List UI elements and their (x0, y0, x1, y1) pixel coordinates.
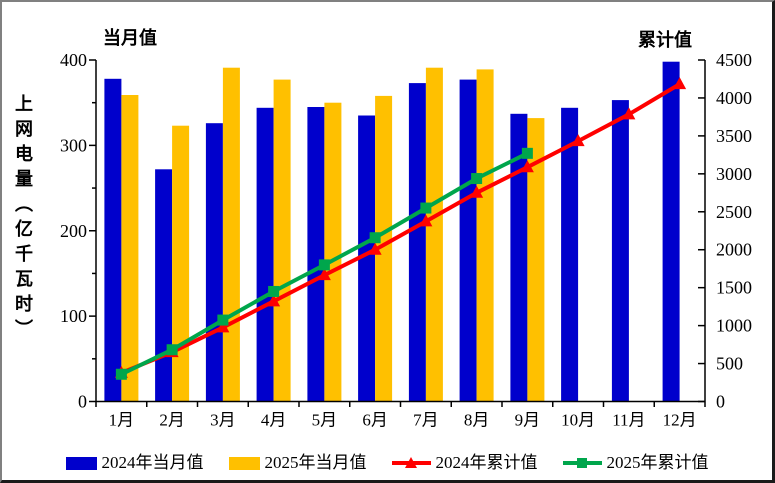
marker-2024年累计值-11月 (622, 107, 636, 120)
tick-label: 9月 (515, 411, 541, 430)
tick-label: 12月 (663, 411, 697, 430)
square-marker-icon (576, 458, 587, 468)
bars-2025年当月值 (121, 67, 545, 402)
bar-2024年当月值-7月 (408, 83, 426, 402)
line-path-2024年累计值 (120, 82, 681, 375)
marker-2025年累计值-3月 (217, 314, 229, 326)
right-axis-title: 累计值 (638, 30, 692, 50)
right-axis: 0 500 1000 1500 2000 2500 3000 3500 4000 4500 (698, 50, 752, 412)
marker-2025年累计值-4月 (268, 285, 280, 297)
marker-2024年累计值-6月 (368, 242, 382, 255)
bar-2025年当月值-8月 (476, 69, 494, 402)
tick-label: 3月 (210, 411, 236, 430)
left-axis-title: 当月值 (103, 28, 157, 48)
bar-2024年当月值-9月 (510, 113, 528, 402)
marker-2024年累计值-5月 (317, 268, 331, 281)
marker-2024年累计值-7月 (419, 214, 433, 227)
tick-label: 100 (60, 306, 87, 326)
bar-2024年当月值-10月 (561, 107, 579, 402)
tick-label: 7月 (413, 411, 439, 430)
bar-2024年当月值-8月 (459, 79, 477, 402)
tick-label: 4000 (716, 88, 752, 108)
tick-label: 400 (60, 50, 87, 70)
tick-label: 3000 (716, 164, 752, 184)
line-2025年累计值 (115, 147, 533, 380)
triangle-marker-icon (404, 457, 417, 468)
bar-2024年当月值-6月 (358, 115, 376, 402)
legend-label: 2025年当月值 (264, 453, 367, 472)
bar-2025年当月值-5月 (324, 102, 342, 402)
legend-label: 2025年累计值 (606, 453, 709, 472)
legend-marker-2025-cumulative-line (562, 456, 602, 470)
legend-swatch-2025-monthly-bar (228, 456, 260, 470)
marker-2025年累计值-2月 (166, 344, 178, 356)
marker-2024年累计值-3月 (216, 320, 230, 333)
left-axis: 0 100 200 300 400 (60, 50, 96, 412)
bar-2024年当月值-5月 (307, 107, 325, 402)
x-axis: 1月 2月 3月 4月 5月 6月 7月 8月 9月 10月 11月 12月 (95, 401, 706, 430)
marker-2024年累计值-10月 (571, 134, 585, 147)
bar-2025年当月值-6月 (375, 95, 393, 402)
tick-label: 10月 (561, 411, 595, 430)
tick-label: 1000 (716, 316, 752, 336)
marker-2025年累计值-8月 (471, 173, 483, 185)
legend-item-2025-cumulative: 2025年累计值 (562, 453, 709, 472)
bar-2024年当月值-11月 (611, 100, 629, 402)
tick-label: 500 (716, 354, 743, 374)
tick-label: 300 (60, 135, 87, 155)
bar-2025年当月值-3月 (222, 67, 240, 402)
tick-label: 0 (716, 392, 725, 412)
tick-label: 4月 (261, 411, 287, 430)
bar-2025年当月值-4月 (273, 79, 291, 402)
legend: 2024年当月值 2025年当月值 2024年累计值 2025年累计值 (2, 449, 772, 477)
bar-2025年当月值-2月 (172, 125, 190, 402)
tick-label: 2月 (159, 411, 185, 430)
bar-2025年当月值-9月 (527, 118, 545, 402)
tick-label: 1500 (716, 278, 752, 298)
legend-item-2024-cumulative: 2024年累计值 (391, 453, 538, 472)
tick-label: 3500 (716, 126, 752, 146)
legend-item-2025-monthly: 2025年当月值 (228, 453, 367, 472)
legend-marker-2024-cumulative-line (391, 456, 431, 470)
marker-2024年累计值-12月 (673, 77, 687, 90)
bar-2024年当月值-12月 (662, 61, 680, 402)
marker-2025年累计值-5月 (318, 259, 330, 271)
legend-label: 2024年当月值 (101, 453, 204, 472)
bar-2025年当月值-7月 (425, 67, 443, 402)
tick-label: 2000 (716, 240, 752, 260)
marker-2024年累计值-8月 (470, 185, 484, 198)
legend-swatch-2024-monthly-bar (65, 456, 97, 470)
tick-label: 8月 (464, 411, 490, 430)
marker-2025年累计值-9月 (521, 147, 533, 159)
tick-label: 5月 (312, 411, 338, 430)
marker-2025年累计值-7月 (420, 202, 432, 214)
legend-label: 2024年累计值 (435, 453, 538, 472)
marker-2024年累计值-4月 (267, 294, 281, 307)
bar-2024年当月值-2月 (155, 169, 173, 402)
tick-label: 200 (60, 221, 87, 241)
value-axis-label: 上网电量（亿千瓦时） (13, 94, 33, 344)
bar-2024年当月值-1月 (104, 78, 122, 402)
legend-item-2024-monthly: 2024年当月值 (65, 453, 204, 472)
bars-2024年当月值 (104, 61, 680, 402)
tick-label: 2500 (716, 202, 752, 222)
tick-label: 0 (78, 392, 87, 412)
bar-2024年当月值-4月 (256, 107, 274, 402)
bar-2024年当月值-3月 (205, 123, 223, 402)
bar-2025年当月值-1月 (121, 95, 139, 402)
tick-label: 1月 (109, 411, 135, 430)
tick-label: 11月 (612, 411, 645, 430)
marker-2025年累计值-6月 (369, 232, 381, 244)
tick-label: 6月 (362, 411, 388, 430)
tick-label: 4500 (716, 50, 752, 70)
marker-2025年累计值-1月 (115, 368, 127, 380)
marker-2024年累计值-9月 (520, 160, 534, 173)
